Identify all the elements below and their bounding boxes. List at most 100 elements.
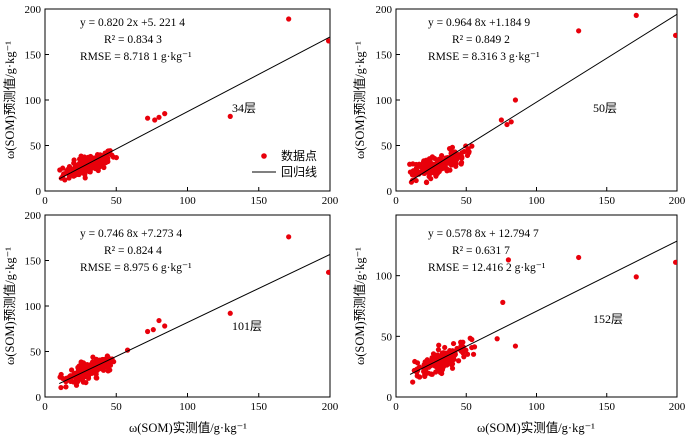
data-point: [227, 310, 233, 316]
data-point: [460, 339, 466, 345]
y-tick-label: 0: [36, 186, 42, 198]
layer-label: 152层: [593, 312, 623, 326]
data-point: [416, 374, 422, 380]
y-tick-label: 50: [381, 331, 393, 343]
data-point: [156, 317, 162, 324]
data-point: [463, 347, 469, 353]
x-tick-label: 50: [111, 195, 123, 207]
data-point: [325, 269, 330, 275]
y-tick-label: 50: [30, 141, 42, 153]
data-point: [73, 375, 79, 381]
data-point: [448, 360, 454, 366]
data-point: [461, 148, 467, 155]
data-point: [71, 379, 77, 385]
y-axis-label: ω(SOM)预测值/g·kg⁻¹: [352, 41, 367, 159]
data-point: [90, 354, 96, 360]
data-point: [672, 32, 677, 38]
x-tick-label: 50: [461, 195, 473, 207]
x-tick-label: 100: [528, 401, 545, 413]
data-point: [467, 335, 473, 341]
data-point: [426, 173, 432, 180]
data-point: [93, 375, 99, 381]
data-point: [286, 234, 292, 240]
data-point: [64, 168, 70, 174]
legend-line-label: 回归线: [281, 165, 317, 179]
data-point: [494, 336, 500, 342]
y-tick-label: 200: [25, 210, 42, 222]
data-point: [441, 361, 448, 367]
regression-line: [59, 36, 330, 180]
data-point: [87, 362, 93, 368]
data-point: [420, 159, 427, 165]
data-point: [422, 373, 428, 380]
y-tick-label: 150: [376, 50, 393, 62]
layer-label: 50层: [593, 101, 617, 115]
y-tick-label: 150: [25, 256, 42, 268]
regression-line: [59, 254, 330, 385]
data-point: [425, 160, 431, 166]
x-tick-label: 200: [669, 401, 686, 413]
data-point: [227, 113, 233, 119]
y-axis-label: ω(SOM)预测值/g·kg⁻¹: [2, 247, 17, 365]
data-point: [145, 115, 151, 121]
x-tick-label: 0: [393, 195, 399, 207]
data-point: [76, 156, 83, 162]
data-point: [69, 367, 75, 373]
data-point: [444, 166, 450, 172]
data-point: [436, 157, 442, 163]
equation-label: y = 0.964 8x +1.184 9: [428, 17, 530, 29]
legend-point-marker: [261, 153, 267, 159]
data-point: [498, 117, 504, 123]
legend-points-label: 数据点: [281, 148, 317, 163]
regression-line: [409, 13, 677, 182]
equation-label: y = 0.746 8x +7.273 4: [80, 228, 182, 240]
data-point: [471, 344, 478, 350]
equation-label: y = 0.578 8x + 12.794 7: [428, 228, 539, 240]
data-point: [286, 16, 292, 22]
data-point: [504, 121, 510, 128]
data-point: [162, 323, 168, 329]
data-point: [633, 274, 639, 280]
x-tick-label: 0: [42, 401, 48, 413]
y-tick-label: 0: [36, 392, 42, 404]
x-tick-label: 50: [461, 401, 473, 413]
data-point: [446, 355, 452, 362]
data-point: [429, 154, 435, 160]
data-point: [414, 360, 421, 366]
data-point: [455, 358, 462, 364]
equation-label: y = 0.820 2x +5. 221 4: [80, 17, 185, 29]
data-point: [454, 345, 460, 352]
layer-label: 101层: [232, 319, 262, 333]
x-tick-label: 200: [322, 195, 339, 207]
data-point: [415, 169, 421, 175]
data-point: [500, 299, 506, 305]
x-tick-label: 150: [599, 195, 616, 207]
data-point: [145, 328, 151, 335]
plot-area: [57, 16, 330, 183]
data-point: [459, 155, 465, 161]
data-point: [429, 356, 435, 362]
data-point: [464, 152, 471, 159]
r2-label: R² = 0.631 7: [452, 245, 510, 257]
data-point: [464, 351, 471, 357]
data-point: [100, 158, 106, 164]
rmse-label: RMSE = 12.416 2 g·kg⁻¹: [428, 262, 546, 274]
x-tick-label: 100: [179, 401, 196, 413]
data-point: [428, 371, 434, 377]
data-point: [469, 143, 475, 149]
data-point: [438, 368, 445, 374]
data-point: [442, 344, 448, 351]
data-point: [421, 170, 428, 176]
data-point: [107, 362, 114, 368]
data-point: [433, 165, 440, 171]
x-tick-label: 100: [179, 195, 196, 207]
x-tick-label: 150: [599, 401, 616, 413]
data-point: [63, 384, 69, 390]
plot-area: [57, 234, 330, 391]
data-point: [84, 374, 90, 380]
data-point: [449, 365, 456, 371]
data-point: [451, 160, 457, 166]
